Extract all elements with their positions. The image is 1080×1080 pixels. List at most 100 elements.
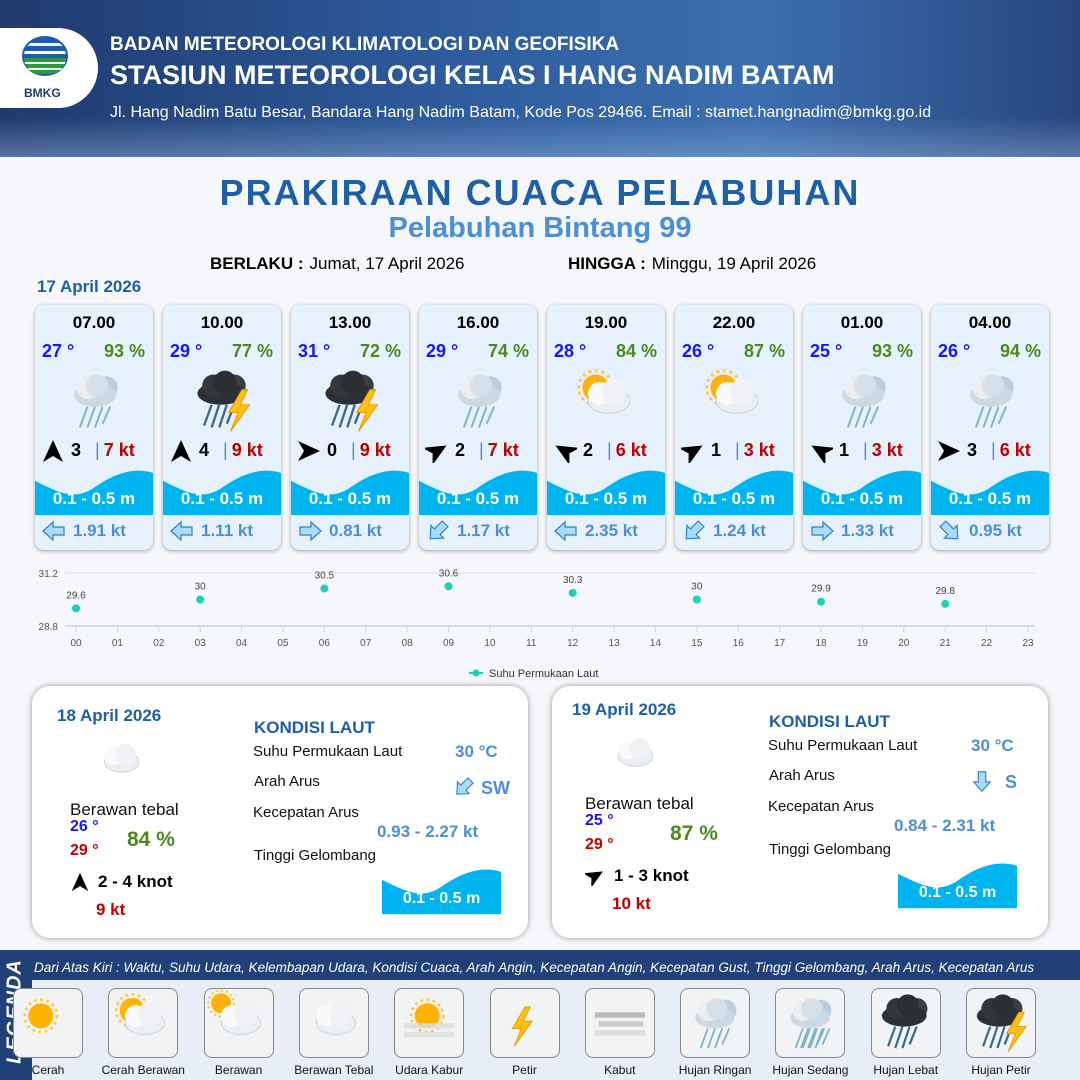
- current-speed: 2.35 kt: [585, 521, 638, 540]
- wave-height: 0.1 - 0.5 m: [52, 489, 136, 508]
- wave-icon: [803, 470, 921, 515]
- forecast-card: 13.00 31 ° 72 % 0 9 kt 0.1 - 0.5 m 0.81 …: [291, 305, 409, 550]
- x-tick-label: 18: [815, 638, 827, 649]
- daily-forecast-box: 19 April 2026 Berawan tebal 25 ° 29 ° 87…: [552, 686, 1048, 938]
- wave-icon: [898, 863, 1017, 909]
- logo-globe-icon: [22, 36, 68, 76]
- data-point[interactable]: [568, 588, 577, 597]
- current-direction-icon: [939, 520, 959, 540]
- forecast-time: 19.00: [584, 313, 628, 332]
- legend-item-cerah: [13, 988, 83, 1058]
- current-direction-icon: [811, 520, 834, 542]
- x-tick-label: 01: [112, 638, 124, 649]
- humidity: 74 %: [487, 341, 529, 361]
- data-label: 29.8: [935, 586, 955, 597]
- wave-icon: [291, 470, 409, 515]
- day-date: 19 April 2026: [572, 700, 677, 719]
- data-point[interactable]: [444, 582, 453, 591]
- hujan-ringan-icon: [970, 374, 1014, 428]
- wind-speed: 1: [839, 440, 850, 460]
- hujan-sedang-icon: [790, 997, 832, 1049]
- valid-from-label: BERLAKU :: [210, 254, 304, 273]
- wind-speed: 2: [583, 440, 594, 460]
- valid-from-value: Jumat, 17 April 2026: [309, 254, 465, 273]
- wave-icon: [675, 470, 793, 515]
- gust-speed: 3 kt: [863, 440, 903, 461]
- forecast-time: 04.00: [968, 313, 1012, 332]
- y-tick-label: 31.2: [39, 569, 59, 580]
- current-direction-label: Arah Arus: [769, 767, 835, 784]
- x-tick-label: 05: [277, 638, 289, 649]
- x-tick-label: 14: [650, 638, 662, 649]
- wave-height: 0.1 - 0.5 m: [918, 884, 997, 901]
- data-point[interactable]: [692, 595, 701, 604]
- wind-direction-icon: [811, 445, 836, 466]
- air-temperature: 29 °: [426, 341, 459, 361]
- wave-icon: [382, 869, 501, 915]
- wind-direction-icon: [678, 445, 703, 466]
- forecast-card: 04.00 26 ° 94 % 3 6 kt 0.1 - 0.5 m 0.95 …: [931, 305, 1049, 550]
- cerah-berawan-icon: [705, 369, 759, 414]
- data-point[interactable]: [817, 597, 826, 606]
- wind-speed-range: 2 - 4 knot: [98, 872, 173, 891]
- wind-speed: 3: [71, 440, 82, 460]
- legend-description: Dari Atas Kiri : Waktu, Suhu Udara, Kele…: [34, 960, 1035, 975]
- legend-item-label: Berawan Tebal: [294, 1063, 374, 1077]
- current-speed-range: 0.93 - 2.27 kt: [377, 822, 479, 841]
- hujan-lebat-icon: [881, 994, 928, 1049]
- chart-legend-label[interactable]: Suhu Permukaan Laut: [489, 668, 598, 680]
- wind-speed: 2: [455, 440, 466, 460]
- wind-direction-icon: [171, 440, 191, 462]
- berawan-tebal-icon: [315, 1002, 356, 1036]
- forecast-time: 16.00: [456, 313, 500, 332]
- legend-item-label: Hujan Sedang: [772, 1063, 849, 1077]
- logo-text: BMKG: [24, 86, 61, 100]
- humidity: 87 %: [670, 822, 718, 845]
- station-name: STASIUN METEOROLOGI KELAS I HANG NADIM B…: [110, 60, 835, 90]
- wind-speed: 3: [967, 440, 978, 460]
- data-point[interactable]: [72, 604, 80, 613]
- wind-speed: 4: [199, 440, 210, 460]
- port-name: Pelabuhan Bintang 99: [388, 212, 692, 244]
- station-address: Jl. Hang Nadim Batu Besar, Bandara Hang …: [110, 104, 932, 121]
- forecast-card: 01.00 25 ° 93 % 1 3 kt 0.1 - 0.5 m 1.33 …: [803, 305, 921, 550]
- wind-speed: 1: [711, 440, 722, 460]
- wind-direction-icon: [298, 441, 320, 461]
- forecast-time: 13.00: [328, 313, 372, 332]
- current-speed: 1.33 kt: [841, 521, 894, 540]
- udara-kabur-icon: [404, 998, 455, 1038]
- weather-condition: Berawan tebal: [70, 800, 179, 819]
- sea-temperature-chart: 31.2 28.8 00 01 02 03 04 05 06 07 08 09 10 11 12 13 14 15…: [39, 568, 1035, 680]
- wave-height: 0.1 - 0.5 m: [180, 489, 264, 508]
- current-direction-icon: [456, 777, 474, 795]
- current-direction-value: SW: [481, 778, 510, 798]
- hujan-ringan-icon: [458, 374, 502, 428]
- data-point[interactable]: [320, 584, 329, 593]
- air-temperature: 27 °: [42, 341, 75, 361]
- hujan-petir-icon: [976, 994, 1027, 1052]
- kabut-icon: [594, 1012, 645, 1036]
- forecast-time: 22.00: [712, 313, 756, 332]
- wind-direction-icon: [555, 445, 580, 466]
- legend-item-label: Udara Kabur: [395, 1063, 464, 1077]
- current-direction-icon: [429, 520, 449, 540]
- air-temperature: 25 °: [810, 341, 843, 361]
- forecast-card: 22.00 26 ° 87 % 1 3 kt 0.1 - 0.5 m 1.24 …: [675, 305, 793, 550]
- temp-min: 25 °: [585, 812, 614, 829]
- temp-min: 26 °: [70, 818, 99, 835]
- x-tick-label: 22: [981, 638, 993, 649]
- sst-value: 30 °C: [455, 742, 498, 761]
- humidity: 84 %: [615, 341, 657, 361]
- wave-height: 0.1 - 0.5 m: [308, 489, 392, 508]
- wave-icon: [419, 470, 537, 515]
- header-banner: BMKG BADAN METEOROLOGI KLIMATOLOGI DAN G…: [0, 0, 1080, 157]
- wave-icon: [163, 470, 281, 515]
- data-point[interactable]: [196, 595, 205, 604]
- forecast-card: 10.00 29 ° 77 % 4 9 kt 0.1 - 0.5 m 1.11 …: [163, 305, 281, 550]
- legend-item-berawan-tebal: [298, 988, 369, 1058]
- gust-speed: 6 kt: [991, 440, 1031, 461]
- current-speed: 1.24 kt: [713, 521, 766, 540]
- data-point[interactable]: [941, 599, 950, 608]
- hujan-ringan-icon: [74, 374, 118, 428]
- current-speed: 1.11 kt: [201, 521, 253, 540]
